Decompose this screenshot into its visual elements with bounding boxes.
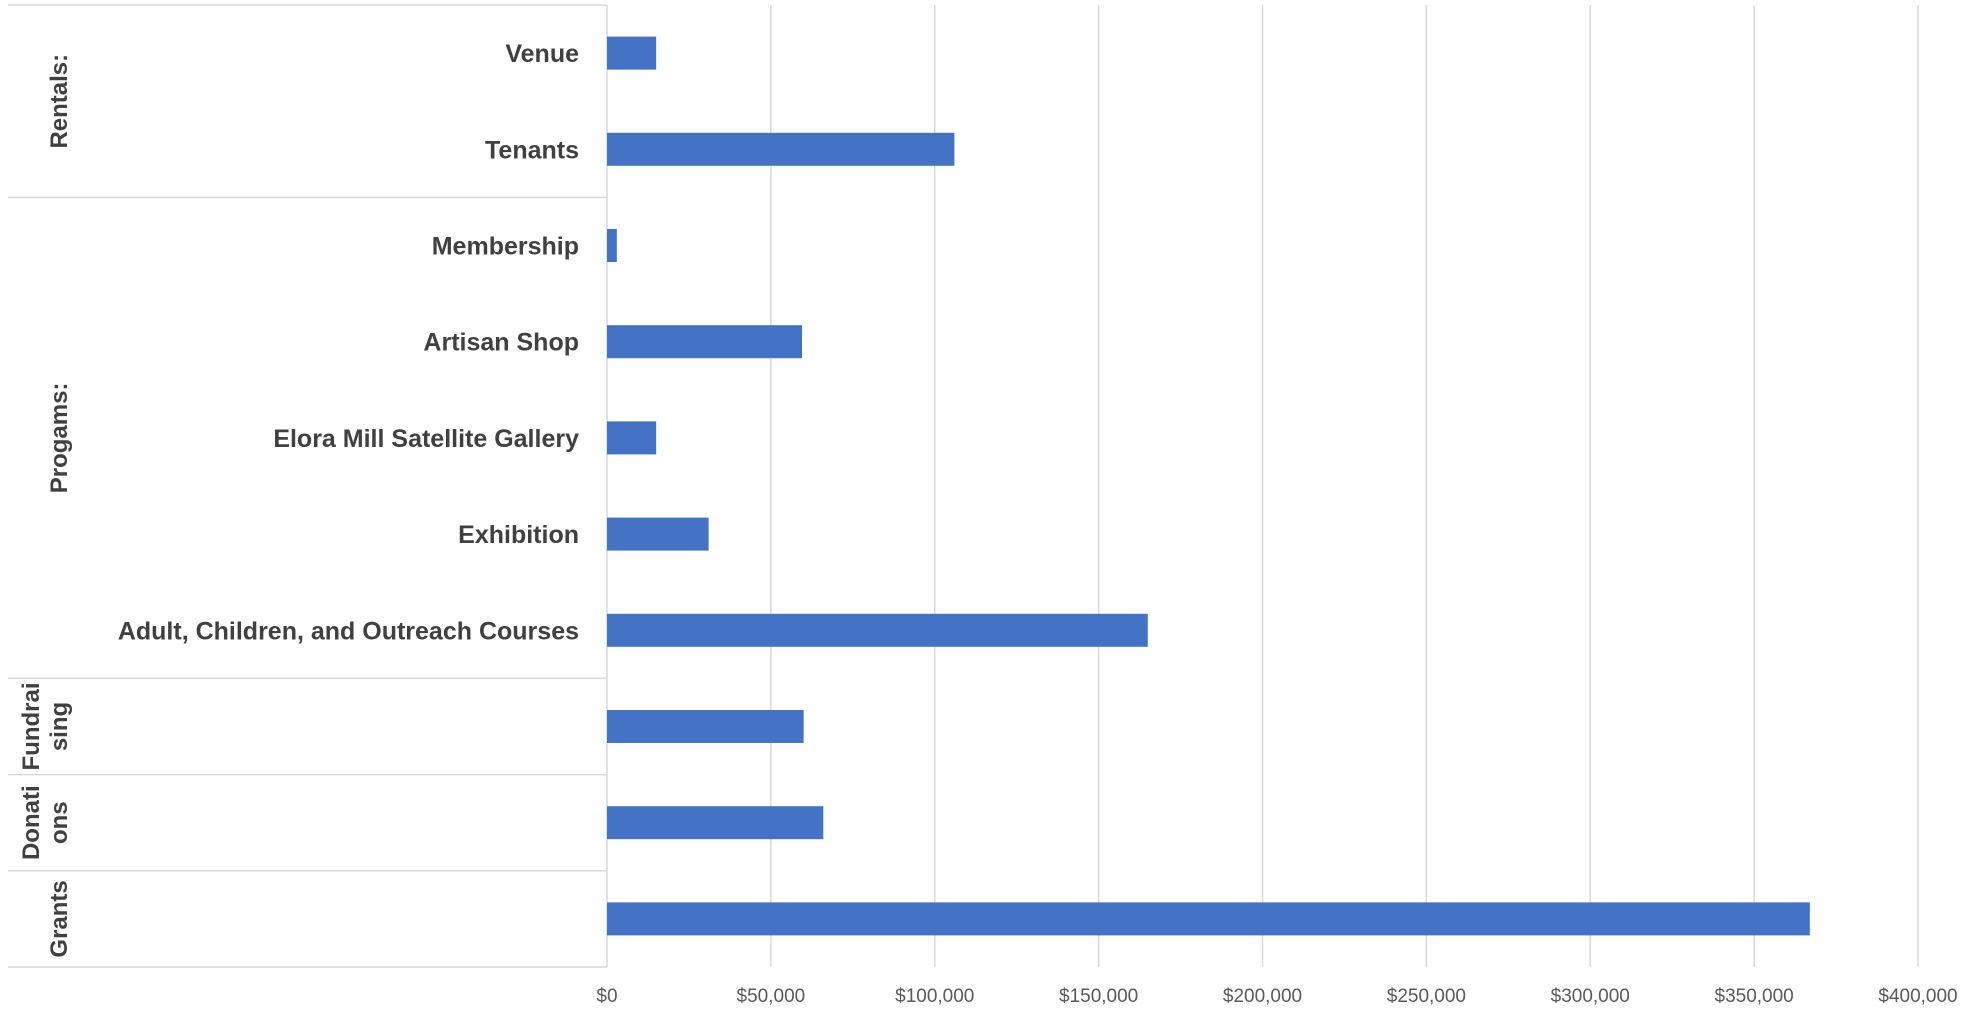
category-label: Exhibition — [458, 521, 579, 549]
bar — [607, 806, 824, 840]
bar — [607, 229, 617, 262]
x-axis-tick-labels: $0 $50,000 $100,000 $150,000 $200,000 $250,00… — [596, 986, 1957, 1007]
group-labels: Rentals: Progams: Fundrai sing Donati ons Gran… — [18, 54, 73, 958]
category-label: Tenants — [485, 136, 579, 164]
bar — [607, 613, 1148, 647]
bar — [607, 710, 804, 743]
category-label: Artisan Shop — [423, 329, 579, 357]
group-label: Progams: — [46, 383, 73, 494]
category-label: Membership — [432, 233, 579, 261]
x-tick-label: $100,000 — [895, 986, 974, 1007]
x-tick-label: $300,000 — [1551, 986, 1630, 1007]
x-tick-label: $400,000 — [1878, 986, 1957, 1007]
group-label-line: Progams: — [46, 383, 73, 494]
x-tick-label: $250,000 — [1387, 986, 1466, 1007]
bar — [607, 36, 657, 70]
x-tick-label: $150,000 — [1059, 986, 1138, 1007]
x-tick-label: $0 — [596, 986, 617, 1007]
bar — [607, 325, 803, 359]
group-label: Fundrai sing — [18, 683, 73, 771]
x-tick-label: $50,000 — [737, 986, 806, 1007]
bar — [607, 132, 955, 166]
group-label: Donati ons — [18, 785, 73, 860]
bar — [607, 902, 1810, 936]
group-label-line: Fundrai — [18, 683, 45, 771]
group-label-line: ons — [46, 801, 73, 844]
category-label: Elora Mill Satellite Gallery — [273, 425, 579, 453]
category-label: Adult, Children, and Outreach Courses — [118, 617, 579, 645]
bars — [607, 36, 1810, 936]
group-label: Rentals: — [46, 54, 73, 149]
group-label: Grants — [46, 880, 73, 957]
group-label-line: sing — [46, 702, 73, 751]
category-dividers — [8, 4, 607, 968]
bar — [607, 421, 657, 455]
x-tick-label: $200,000 — [1223, 986, 1302, 1007]
category-label: Venue — [505, 40, 579, 68]
x-tick-label: $350,000 — [1715, 986, 1794, 1007]
group-label-line: Grants — [46, 880, 73, 957]
group-label-line: Donati — [18, 785, 45, 860]
bar — [607, 517, 709, 551]
group-label-line: Rentals: — [46, 54, 73, 149]
category-labels: Venue Tenants Membership Artisan Shop Elora … — [118, 40, 579, 645]
